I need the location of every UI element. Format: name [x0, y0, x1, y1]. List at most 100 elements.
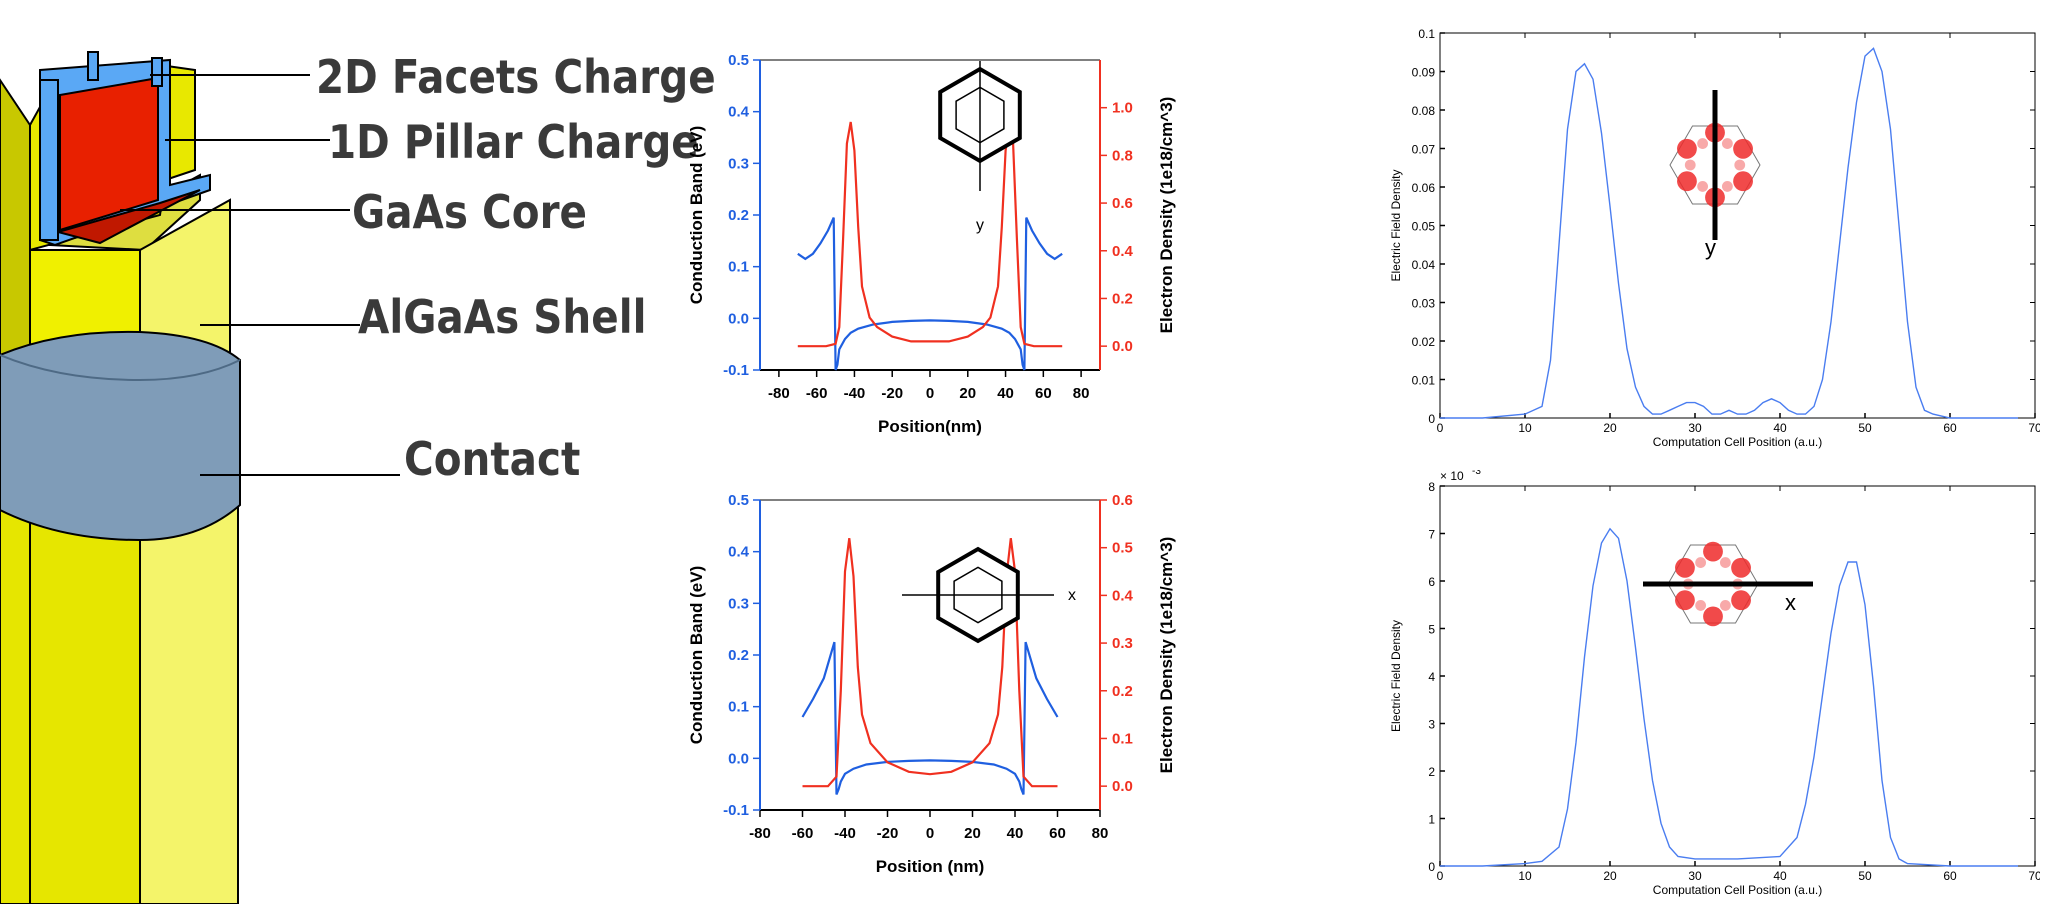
charge-spot: [1719, 557, 1731, 568]
y-tick-label-right: 0.3: [1112, 635, 1133, 652]
y-tick-label: 7: [1428, 528, 1435, 542]
chart-band-x: -80 -60 -40 -20 0 20 40 60 80 -0.1 0.0 0.1 0.2 0.3 0.4…: [687, 492, 1176, 876]
y-tick-label-right: 0.6: [1112, 195, 1133, 212]
gaas-core-bottom: [54, 189, 201, 245]
y-tick-label: 2: [1428, 765, 1435, 779]
x-tick-label: 40: [1773, 421, 1787, 435]
x-tick-label: 40: [1773, 869, 1787, 883]
chart-field-y: 0 10 20 30 40 50 60 70 0 0.01 0.02 0.03 0.04 0.05 0.06…: [1389, 27, 2040, 449]
x-tick-label: 50: [1858, 869, 1872, 883]
cut-label: y: [1705, 235, 1716, 260]
plot-frame: [1439, 485, 2036, 867]
y-tick-label-right: 0.0: [1112, 778, 1133, 795]
pillar-left-face: [0, 499, 141, 904]
y-tick-label-right: 0.1: [1112, 730, 1133, 747]
y-tick-label-right: 0.2: [1112, 290, 1133, 307]
y-tick-label: 0.09: [1412, 66, 1436, 80]
x-axis-label: Position (nm): [876, 857, 985, 876]
charge-spot: [1721, 181, 1733, 192]
chart-field-x: 0 10 20 30 40 50 60 70 0 1 2 3 4 5 6 7 8 Computation Cell…: [1389, 470, 2040, 897]
y-tick-label: 0.01: [1412, 374, 1436, 388]
x-tick-label: 70: [2028, 869, 2040, 883]
x-tick-label: 60: [1943, 869, 1957, 883]
hexagon-inner: [953, 566, 1003, 624]
y-tick-label: -0.1: [723, 802, 749, 819]
y-tick-label: 0.5: [728, 492, 749, 509]
y-tick-label: 0.07: [1412, 143, 1436, 157]
hexagon-inset: [1667, 541, 1759, 627]
y-tick-label-right: 0.6: [1112, 492, 1133, 509]
charge-spot: [1733, 171, 1753, 192]
y-axis-label: Conduction Band (eV): [687, 566, 706, 744]
x-tick-label: 60: [1943, 421, 1957, 435]
y-tick-label: 0.3: [728, 155, 749, 172]
x-tick-label: 0: [1437, 421, 1444, 435]
x-tick-label: -80: [749, 825, 771, 842]
y-tick-label: 0.5: [728, 52, 749, 69]
y-tick-label-right: 0.0: [1112, 338, 1133, 355]
label-2d-facets-charge: 2D Facets Charge: [316, 50, 716, 104]
charge-spot: [1734, 159, 1746, 171]
y-tick-label: 0.3: [728, 595, 749, 612]
charge-spot: [1697, 138, 1709, 149]
series-line-left: [801, 641, 1059, 795]
x-tick-label: 10: [1518, 421, 1532, 435]
x-tick-label: -60: [806, 385, 828, 402]
y-tick-label: 0.2: [728, 647, 749, 664]
y-tick-label-right: 0.5: [1112, 540, 1133, 557]
y-tick-label-right: 0.8: [1112, 147, 1133, 164]
y-tick-label: 6: [1428, 575, 1435, 589]
charge-spot: [1695, 557, 1707, 568]
label-1d-pillar-charge: 1D Pillar Charge: [328, 115, 699, 169]
x-axis-label: Computation Cell Position (a.u.): [1653, 435, 1822, 449]
y-tick-label-right: 0.4: [1112, 587, 1134, 604]
y-tick-label: 3: [1428, 718, 1435, 732]
charge-spot: [1677, 138, 1697, 159]
y-tick-label-right: 0.4: [1112, 243, 1134, 260]
x-axis-label: Computation Cell Position (a.u.): [1653, 883, 1822, 897]
x-tick-label: -20: [877, 825, 899, 842]
y-tick-label: 0.4: [728, 104, 750, 121]
x-tick-label: -40: [844, 385, 866, 402]
x-tick-label: 80: [1092, 825, 1109, 842]
contact-ring: [0, 330, 241, 542]
y-axis-label-right: Electron Density (1e18/cm^3): [1157, 97, 1176, 334]
label-contact: Contact: [404, 432, 581, 486]
y-axis-label: Electric Field Density: [1389, 169, 1403, 281]
x-tick-label: 0: [1437, 869, 1444, 883]
x-tick-label: 80: [1073, 385, 1090, 402]
charge-spot: [1733, 138, 1753, 159]
y-tick-label: 0.2: [728, 207, 749, 224]
y-tick-label: 0.1: [728, 259, 749, 276]
cut-label: x: [1785, 590, 1796, 615]
charge-spot: [1731, 590, 1751, 611]
label-algaas-shell: AlGaAs Shell: [358, 290, 647, 344]
charge-spot: [1697, 181, 1709, 192]
x-tick-label: 40: [997, 385, 1014, 402]
x-tick-label: 20: [964, 825, 981, 842]
x-tick-label: -80: [768, 385, 790, 402]
x-tick-label: 60: [1049, 825, 1066, 842]
cut-label: y: [976, 217, 984, 234]
x-axis-label: Position(nm): [878, 417, 982, 436]
charge-spot: [1675, 590, 1695, 611]
nanowire-diagram: [0, 51, 400, 904]
y-tick-label: 0.04: [1412, 258, 1436, 272]
x-tick-label: 20: [959, 385, 976, 402]
y-tick-label: 0.05: [1412, 220, 1436, 234]
x-tick-label: -60: [792, 825, 814, 842]
y-tick-label: 0.4: [728, 544, 750, 561]
x-tick-label: 10: [1518, 869, 1532, 883]
y-tick-label: 1: [1428, 813, 1435, 827]
y-axis-label: Conduction Band (eV): [687, 126, 706, 304]
plot-frame: [1439, 32, 2036, 419]
charge-spot: [1731, 557, 1751, 578]
pillar-post-left: [87, 51, 99, 81]
charge-spot: [1684, 159, 1696, 171]
x-tick-label: 0: [926, 825, 934, 842]
y-tick-label-right: 0.2: [1112, 683, 1133, 700]
label-gaas-core: GaAs Core: [352, 185, 588, 239]
y-tick-label: 0: [1428, 860, 1435, 874]
gaas-core-face: [59, 76, 159, 232]
x-tick-label: -20: [881, 385, 903, 402]
